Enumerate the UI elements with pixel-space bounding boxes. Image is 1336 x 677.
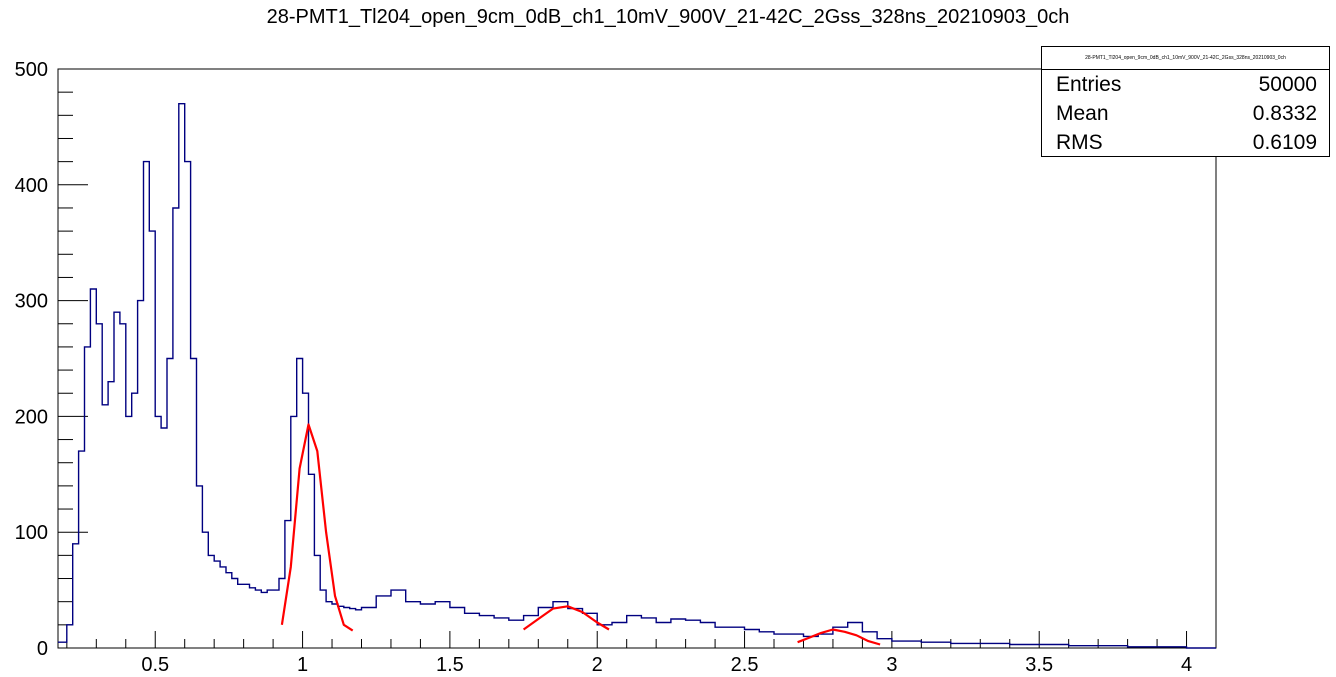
rms-label: RMS bbox=[1056, 131, 1103, 154]
y-tick-label: 400 bbox=[15, 175, 48, 197]
plot-frame bbox=[57, 68, 1217, 649]
stats-row-entries: Entries 50000 bbox=[1042, 70, 1329, 99]
entries-value: 50000 bbox=[1258, 73, 1317, 96]
x-tick-label: 3.5 bbox=[1025, 654, 1053, 676]
histogram-series bbox=[58, 103, 1216, 649]
fit-curve-1 bbox=[280, 423, 354, 632]
x-tick-label: 2.5 bbox=[731, 654, 759, 676]
y-tick-label: 0 bbox=[37, 638, 48, 660]
y-tick-label: 500 bbox=[15, 59, 48, 81]
stats-box: 28-PMT1_Tl204_open_9cm_0dB_ch1_10mV_900V… bbox=[1041, 46, 1330, 157]
stats-row-mean: Mean 0.8332 bbox=[1042, 99, 1329, 128]
chart-title: 28-PMT1_Tl204_open_9cm_0dB_ch1_10mV_900V… bbox=[266, 6, 1070, 28]
x-tick-label: 0.5 bbox=[141, 654, 169, 676]
x-tick-label: 3 bbox=[886, 654, 897, 676]
stats-box-title: 28-PMT1_Tl204_open_9cm_0dB_ch1_10mV_900V… bbox=[1042, 47, 1329, 70]
x-tick-label: 4 bbox=[1181, 654, 1192, 676]
rms-value: 0.6109 bbox=[1252, 131, 1317, 154]
fit-curve-2 bbox=[522, 605, 610, 631]
mean-label: Mean bbox=[1056, 102, 1109, 125]
fit-curve-3 bbox=[797, 628, 881, 646]
entries-label: Entries bbox=[1056, 73, 1122, 96]
x-tick-label: 1 bbox=[297, 654, 308, 676]
stats-row-rms: RMS 0.6109 bbox=[1042, 128, 1329, 157]
y-tick-label: 100 bbox=[15, 522, 48, 544]
x-tick-label: 1.5 bbox=[436, 654, 464, 676]
y-tick-label: 300 bbox=[15, 291, 48, 313]
mean-value: 0.8332 bbox=[1252, 102, 1317, 125]
y-tick-label: 200 bbox=[15, 406, 48, 428]
x-tick-label: 2 bbox=[592, 654, 603, 676]
